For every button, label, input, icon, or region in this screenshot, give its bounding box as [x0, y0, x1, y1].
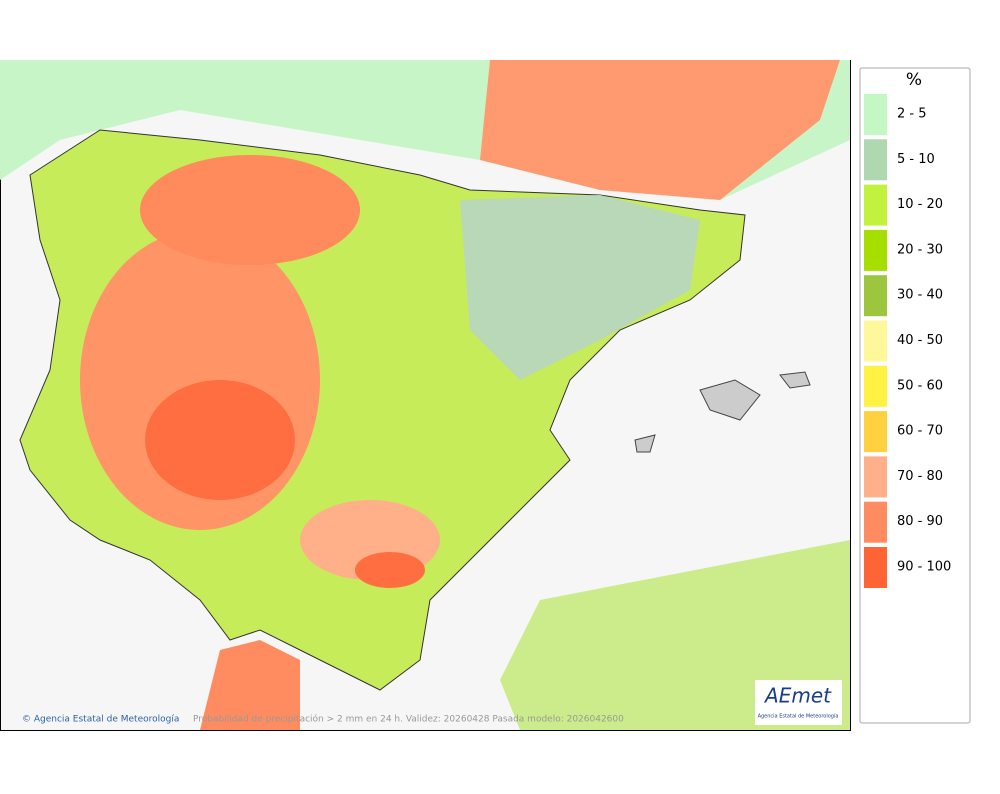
north-area: [140, 155, 360, 265]
southwest-area: [145, 380, 295, 500]
legend-label: 50 - 60: [897, 378, 943, 393]
northeast-area: [460, 195, 700, 380]
map: [0, 60, 851, 731]
legend-title: %: [906, 70, 922, 90]
island-menorca: [779, 371, 811, 389]
legend-swatch: [864, 547, 887, 588]
credit: © Agencia Estatal de Meteorología: [22, 715, 179, 725]
legend-label: 20 - 30: [897, 242, 943, 257]
legend-label: 30 - 40: [897, 288, 943, 303]
legend: % 2 - 5 5 - 10 10 - 20 20 - 30 30 - 40 40 - 5…: [859, 67, 971, 724]
island-ibiza: [634, 434, 656, 453]
logo-box: [755, 680, 842, 725]
island-mallorca: [699, 379, 761, 421]
legend-label: 5 - 10: [897, 152, 935, 167]
legend-label: 60 - 70: [897, 424, 943, 439]
africa-area: [200, 640, 300, 730]
logo-text: AEmet: [763, 684, 832, 708]
legend-label: 10 - 20: [897, 197, 943, 212]
legend-swatch: [864, 94, 887, 135]
legend-swatch: [864, 275, 887, 317]
legend-box: [859, 67, 971, 724]
legend-swatch: [864, 229, 887, 271]
legend-swatch: [864, 456, 887, 498]
legend-label: 2 - 5: [897, 107, 927, 122]
france-area: [480, 60, 840, 200]
legend-label: 80 - 90: [897, 514, 943, 529]
legend-swatch: [864, 184, 887, 226]
caption: Probabilidad de precipitación > 2 mm en …: [193, 714, 624, 725]
legend-swatch: [864, 411, 887, 453]
legend-swatch: [864, 501, 887, 543]
legend-swatch: [864, 139, 887, 181]
logo-subtitle: Agencia Estatal de Meteorología: [758, 713, 839, 720]
legend-label: 70 - 80: [897, 469, 943, 484]
logo: AEmet Agencia Estatal de Meteorología: [755, 680, 842, 725]
legend-swatch: [864, 320, 887, 362]
legend-swatch: [864, 365, 887, 407]
south-core: [355, 552, 425, 588]
legend-label: 40 - 50: [897, 333, 943, 348]
legend-label: 90 - 100: [897, 560, 951, 575]
